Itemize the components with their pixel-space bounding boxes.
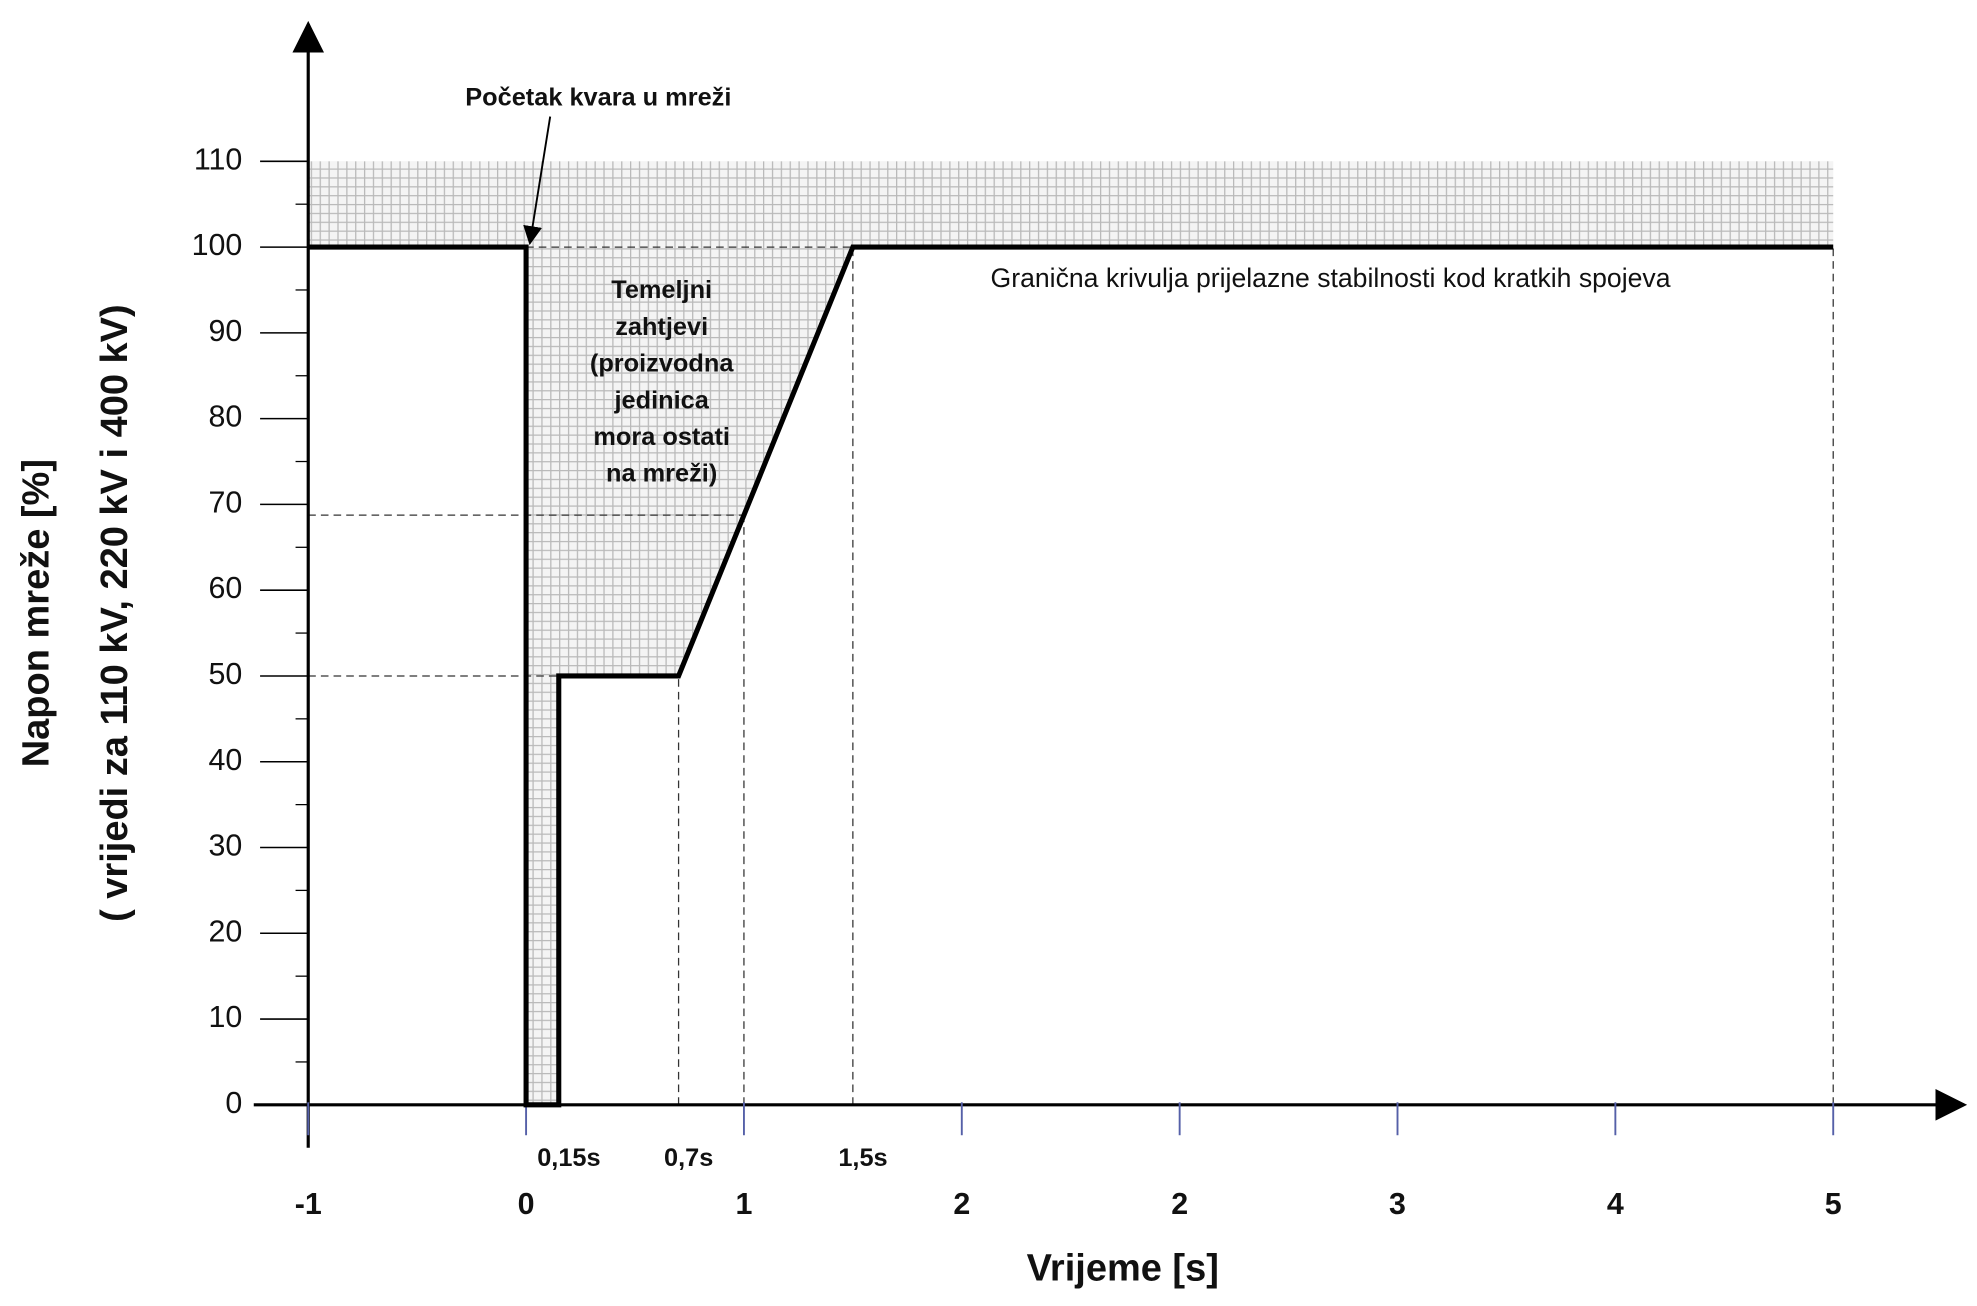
x-tick-label: 4 bbox=[1607, 1187, 1624, 1221]
x-annotation: 1,5s bbox=[838, 1144, 887, 1172]
annotation: Početak kvara u mreži bbox=[465, 83, 731, 111]
y-axis-title: Napon mreže [%] bbox=[15, 459, 57, 767]
y-tick-label: 10 bbox=[209, 1000, 243, 1034]
y-tick-label: 0 bbox=[225, 1086, 242, 1120]
x-tick-label: -1 bbox=[295, 1187, 322, 1221]
y-tick-label: 30 bbox=[209, 829, 243, 863]
shade-band bbox=[308, 161, 1834, 248]
x-tick-label: 5 bbox=[1825, 1187, 1842, 1221]
x-tick-label: 0 bbox=[518, 1187, 535, 1221]
y-tick-label: 110 bbox=[194, 142, 242, 176]
y-tick-label: 40 bbox=[209, 743, 243, 777]
x-tick-label: 2 bbox=[953, 1187, 970, 1221]
curve-label: Granična krivulja prijelazne stabilnosti… bbox=[991, 263, 1671, 293]
region-label: zahtjevi bbox=[615, 313, 708, 341]
y-axis-title: ( vrijedi za 110 kV, 220 kV i 400 kV) bbox=[94, 304, 136, 922]
x-axis-title: Vrijeme [s] bbox=[1027, 1248, 1219, 1290]
x-tick-label: 1 bbox=[735, 1187, 752, 1221]
y-tick-label: 90 bbox=[209, 314, 243, 348]
y-tick-label: 60 bbox=[209, 571, 243, 605]
x-annotation: 0,7s bbox=[664, 1144, 713, 1172]
x-annotation: 0,15s bbox=[537, 1144, 600, 1172]
x-tick-label: 2 bbox=[1171, 1187, 1188, 1221]
region-label: (proizvodna bbox=[590, 350, 734, 378]
shade-dip bbox=[526, 247, 853, 1105]
y-tick-label: 20 bbox=[209, 914, 243, 948]
region-label: Temeljni bbox=[611, 276, 712, 304]
curve bbox=[308, 244, 1834, 1108]
annotation-arrow bbox=[523, 116, 552, 246]
x-tick-label: 3 bbox=[1389, 1187, 1406, 1221]
y-tick-label: 50 bbox=[209, 657, 243, 691]
region-label: jedinica bbox=[614, 386, 710, 414]
y-tick-label: 100 bbox=[192, 228, 243, 262]
y-tick-label: 80 bbox=[209, 400, 243, 434]
region-label: mora ostati bbox=[593, 423, 730, 451]
region-label: na mreži) bbox=[606, 460, 717, 488]
y-tick-label: 70 bbox=[209, 485, 243, 519]
